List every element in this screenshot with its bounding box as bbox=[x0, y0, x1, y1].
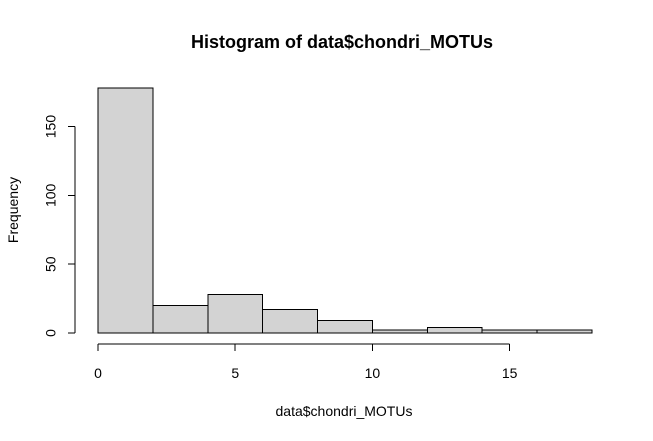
histogram-bar-12-14 bbox=[426, 326, 483, 334]
histogram-bar-6-8 bbox=[262, 309, 319, 334]
bars-layer bbox=[97, 87, 593, 334]
x-tick-label-0: 0 bbox=[94, 365, 102, 381]
y-tick-label-50: 50 bbox=[43, 256, 59, 272]
x-tick-label-10: 10 bbox=[365, 365, 381, 381]
y-axis: 0 50 100 150 bbox=[43, 115, 76, 337]
x-tick-label-5: 5 bbox=[231, 365, 239, 381]
y-axis-label: Frequency bbox=[5, 177, 21, 243]
x-axis-label: data$chondri_MOTUs bbox=[276, 403, 413, 419]
chart-title: Histogram of data$chondri_MOTUs bbox=[191, 32, 493, 52]
y-tick-label-100: 100 bbox=[43, 183, 59, 207]
histogram-bar-2-4 bbox=[152, 304, 209, 334]
histogram-bar-10-12 bbox=[371, 329, 428, 334]
x-axis: 0 5 10 15 bbox=[94, 343, 518, 381]
histogram-bar-8-10 bbox=[317, 320, 373, 334]
histogram-bar-0-2 bbox=[97, 87, 154, 334]
histogram-bar-14-16 bbox=[481, 329, 538, 334]
histogram-bar-4-6 bbox=[207, 293, 264, 334]
x-tick-label-15: 15 bbox=[502, 365, 518, 381]
y-tick-label-0: 0 bbox=[43, 329, 59, 337]
y-tick-label-150: 150 bbox=[43, 115, 59, 139]
histogram-bar-16-18 bbox=[536, 329, 593, 334]
